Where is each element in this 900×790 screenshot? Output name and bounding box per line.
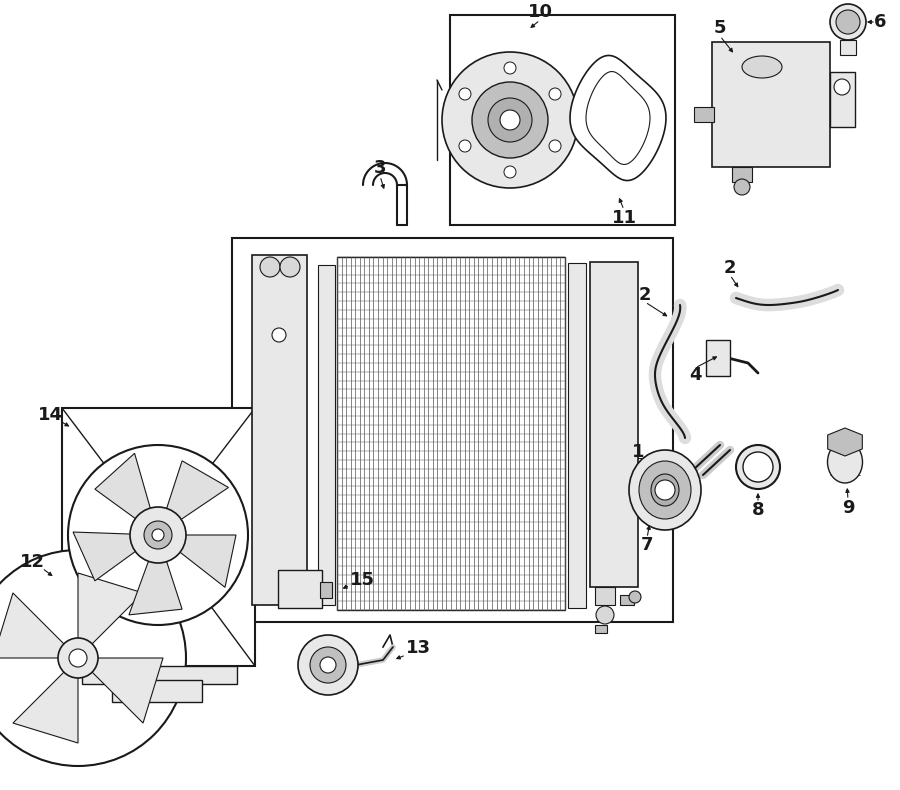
Circle shape xyxy=(68,445,248,625)
Text: 3: 3 xyxy=(374,159,386,177)
Text: 8: 8 xyxy=(752,501,764,519)
Circle shape xyxy=(596,606,614,624)
Circle shape xyxy=(310,647,346,683)
Polygon shape xyxy=(172,535,236,587)
Text: 4: 4 xyxy=(688,366,701,384)
Circle shape xyxy=(500,110,520,130)
Circle shape xyxy=(0,550,186,766)
Circle shape xyxy=(488,98,532,142)
Polygon shape xyxy=(73,532,147,581)
Polygon shape xyxy=(88,658,163,723)
Circle shape xyxy=(504,62,516,74)
Circle shape xyxy=(58,638,98,678)
Circle shape xyxy=(260,257,280,277)
Circle shape xyxy=(280,257,300,277)
Ellipse shape xyxy=(629,450,701,530)
Bar xyxy=(694,107,714,122)
Text: 7: 7 xyxy=(641,536,653,554)
Bar xyxy=(252,255,307,605)
Text: 2: 2 xyxy=(639,286,652,304)
Polygon shape xyxy=(570,55,666,180)
Circle shape xyxy=(504,166,516,178)
Circle shape xyxy=(459,140,471,152)
Bar xyxy=(450,15,675,225)
Bar xyxy=(712,42,830,167)
Circle shape xyxy=(442,52,578,188)
Text: 11: 11 xyxy=(611,209,636,227)
Bar xyxy=(112,680,202,702)
Polygon shape xyxy=(586,72,650,164)
Bar xyxy=(320,582,332,598)
Circle shape xyxy=(736,445,780,489)
Bar xyxy=(595,587,615,605)
Bar xyxy=(620,595,634,605)
Ellipse shape xyxy=(742,56,782,78)
Bar xyxy=(337,257,565,610)
Polygon shape xyxy=(13,668,78,743)
Bar xyxy=(590,262,638,587)
Ellipse shape xyxy=(827,441,862,483)
Polygon shape xyxy=(0,593,68,658)
Circle shape xyxy=(298,635,358,695)
Text: 14: 14 xyxy=(38,406,62,424)
Polygon shape xyxy=(78,573,143,648)
Circle shape xyxy=(152,529,164,541)
Bar xyxy=(568,263,586,608)
Polygon shape xyxy=(94,453,153,527)
Bar xyxy=(595,625,607,633)
Bar xyxy=(318,265,335,605)
Bar xyxy=(706,340,730,376)
Text: 5: 5 xyxy=(714,19,726,37)
Bar xyxy=(232,238,673,622)
Circle shape xyxy=(320,657,336,673)
Bar xyxy=(732,167,752,182)
Polygon shape xyxy=(162,461,229,525)
Circle shape xyxy=(743,452,773,482)
Circle shape xyxy=(272,328,286,342)
Circle shape xyxy=(655,480,675,500)
Circle shape xyxy=(834,79,850,95)
Polygon shape xyxy=(828,428,862,456)
Bar xyxy=(278,570,322,608)
Circle shape xyxy=(836,10,860,34)
Circle shape xyxy=(130,507,186,563)
Circle shape xyxy=(549,140,561,152)
Ellipse shape xyxy=(639,461,691,519)
Text: 10: 10 xyxy=(527,3,553,21)
Circle shape xyxy=(459,88,471,100)
Polygon shape xyxy=(129,548,182,615)
Circle shape xyxy=(472,82,548,158)
Bar xyxy=(840,40,856,55)
Text: 6: 6 xyxy=(874,13,886,31)
Circle shape xyxy=(549,88,561,100)
Text: 13: 13 xyxy=(406,639,430,657)
Bar xyxy=(82,666,237,684)
Text: 2: 2 xyxy=(724,259,736,277)
Text: 1: 1 xyxy=(632,443,644,461)
Ellipse shape xyxy=(651,474,679,506)
Text: 9: 9 xyxy=(842,499,854,517)
Circle shape xyxy=(69,649,87,667)
Text: 12: 12 xyxy=(20,553,44,571)
Circle shape xyxy=(629,591,641,603)
Bar xyxy=(830,72,855,127)
Text: 15: 15 xyxy=(349,571,374,589)
Circle shape xyxy=(144,521,172,549)
Circle shape xyxy=(830,4,866,40)
Bar xyxy=(62,408,255,666)
Circle shape xyxy=(734,179,750,195)
